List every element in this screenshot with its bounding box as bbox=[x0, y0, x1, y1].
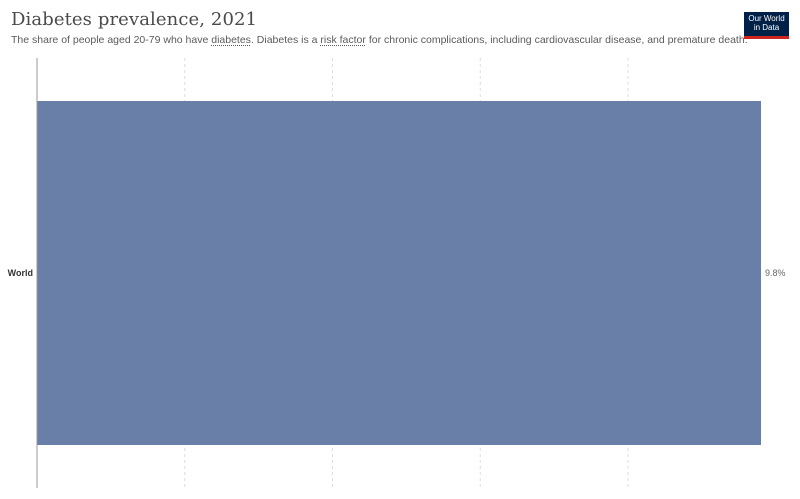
chart-subtitle: The share of people aged 20-79 who have … bbox=[11, 34, 748, 46]
logo-line-2: in Data bbox=[753, 23, 780, 32]
bars bbox=[37, 101, 761, 445]
category-label: World bbox=[8, 268, 33, 278]
value-label: 9.8% bbox=[765, 268, 786, 278]
owid-logo[interactable]: Our World in Data bbox=[744, 12, 789, 39]
subtitle-text: . Diabetes is a bbox=[250, 34, 321, 46]
diabetes-link[interactable]: diabetes bbox=[211, 34, 251, 46]
subtitle-text: for chronic complications, including car… bbox=[365, 34, 748, 46]
chart-title: Diabetes prevalence, 2021 bbox=[11, 9, 258, 30]
bar-world[interactable] bbox=[37, 101, 761, 445]
labels: World 9.8% bbox=[8, 268, 786, 278]
logo-line-1: Our World bbox=[748, 14, 785, 23]
subtitle-text: The share of people aged 20-79 who have bbox=[11, 34, 212, 46]
risk-factor-link[interactable]: risk factor bbox=[320, 34, 366, 46]
